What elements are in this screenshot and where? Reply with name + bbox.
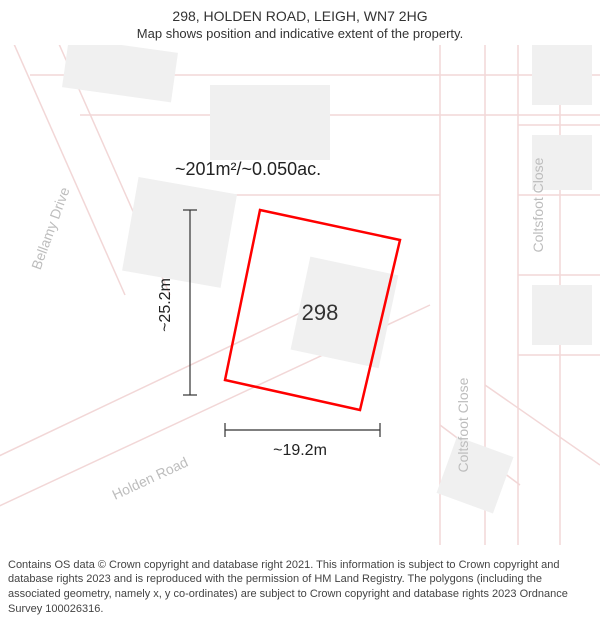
- road-label-bellamy: Bellamy Drive: [28, 185, 73, 272]
- page-subtitle: Map shows position and indicative extent…: [10, 26, 590, 41]
- plot-number: 298: [302, 300, 339, 325]
- width-label: ~19.2m: [273, 442, 327, 459]
- page-title: 298, HOLDEN ROAD, LEIGH, WN7 2HG: [10, 8, 590, 24]
- road-label-coltsfoot-2: Coltsfoot Close: [530, 157, 546, 252]
- map-svg: ~201m²/~0.050ac. ~25.2m ~19.2m 298 Holde…: [0, 45, 600, 545]
- map-container: ~201m²/~0.050ac. ~25.2m ~19.2m 298 Holde…: [0, 45, 600, 545]
- road-label-holden: Holden Road: [110, 454, 191, 503]
- height-label: ~25.2m: [157, 278, 174, 332]
- area-label: ~201m²/~0.050ac.: [175, 159, 321, 179]
- road-label-coltsfoot-1: Coltsfoot Close: [455, 377, 471, 472]
- header: 298, HOLDEN ROAD, LEIGH, WN7 2HG Map sho…: [0, 0, 600, 45]
- copyright-footer: Contains OS data © Crown copyright and d…: [0, 552, 600, 625]
